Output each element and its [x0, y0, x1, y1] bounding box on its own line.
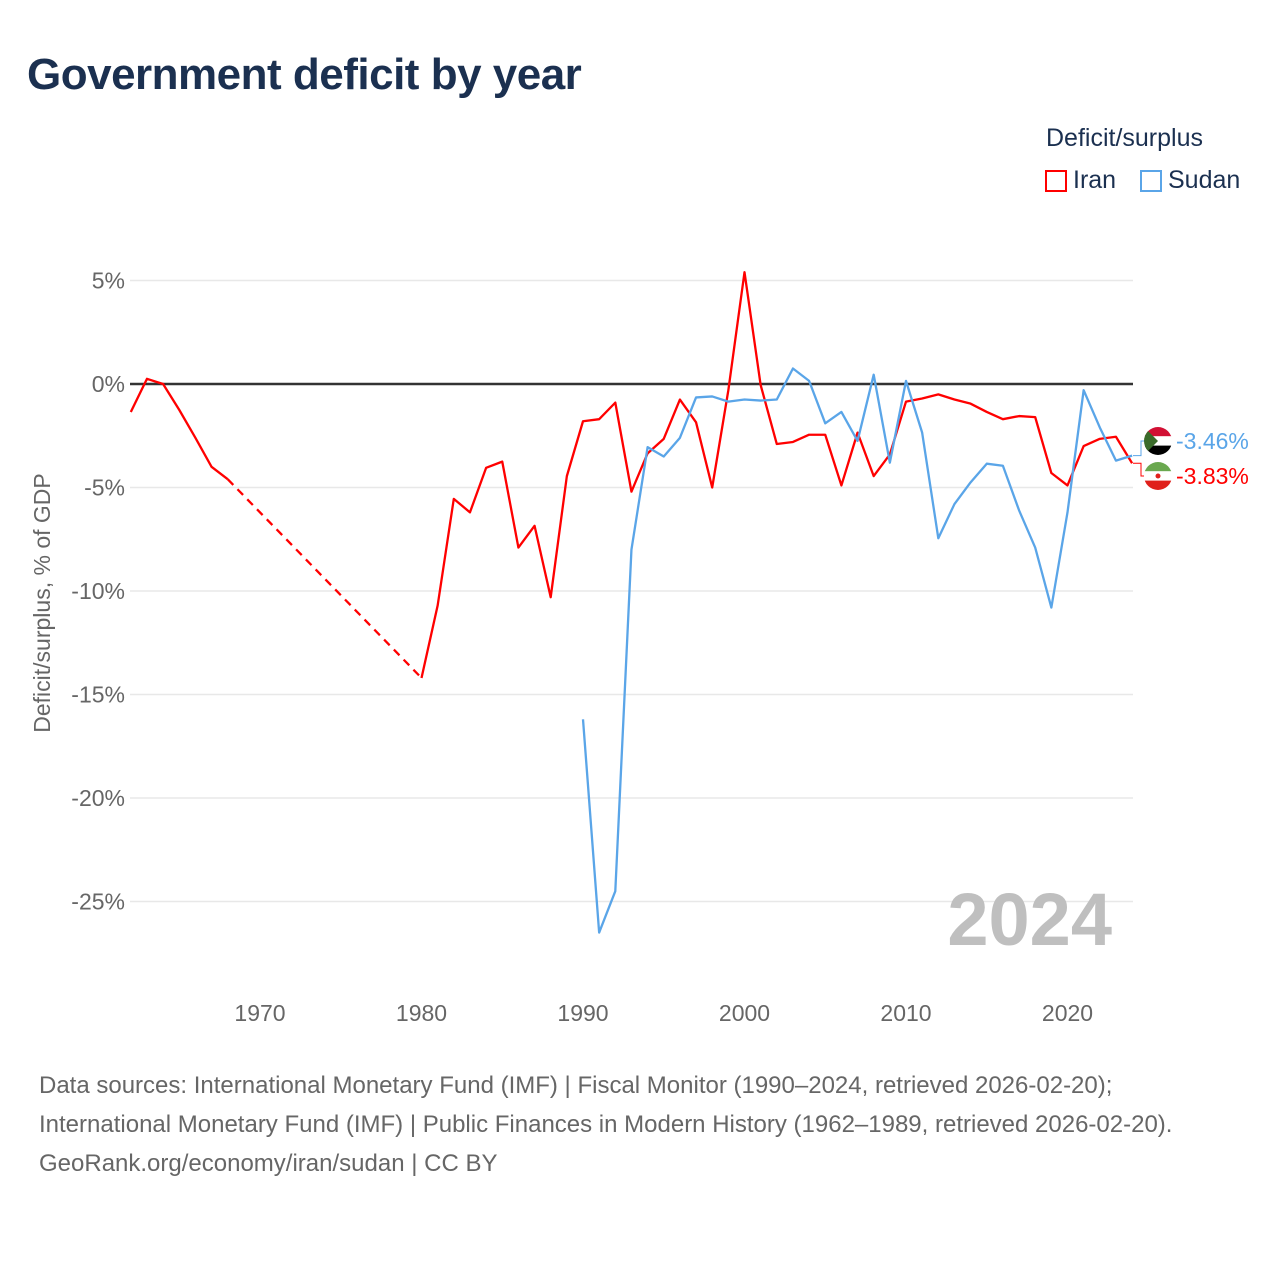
flag-sudan-icon [1144, 427, 1172, 455]
x-tick-label: 1990 [557, 1000, 608, 1026]
y-tick-label: 5% [92, 268, 125, 294]
flag-triangle [1144, 427, 1158, 455]
legend-item-iran[interactable]: Iran [1045, 166, 1116, 195]
legend-title: Deficit/surplus [1046, 124, 1203, 152]
series-line-sudan [581, 367, 1133, 934]
data-sources: Data sources: International Monetary Fun… [39, 1072, 1173, 1138]
y-tick-label: -10% [71, 578, 125, 604]
end-connector-iran [1133, 462, 1145, 477]
flag-stripe [1144, 427, 1172, 437]
legend-item-sudan[interactable]: Sudan [1140, 166, 1240, 195]
y-tick-label: -5% [84, 475, 125, 501]
legend-label-iran: Iran [1073, 166, 1117, 194]
x-tick-label: 1970 [234, 1000, 285, 1026]
attribution-link[interactable]: GeoRank.org/economy/iran/sudan | CC BY [39, 1150, 498, 1177]
legend-swatch-sudan [1140, 169, 1162, 192]
x-tick-label: 1980 [396, 1000, 447, 1026]
y-tick-label: -20% [71, 785, 125, 811]
flag-emblem [1155, 473, 1161, 479]
y-axis-label: Deficit/surplus, % of GDP [29, 473, 55, 732]
x-tick-label: 2010 [880, 1000, 931, 1026]
year-watermark: 2024 [947, 878, 1112, 961]
line-chart: 5% 0% -5% -10% -15% -20% -25% 1970 1980 1990 2000 2… [29, 268, 1249, 1027]
flag-stripe [1144, 445, 1172, 455]
flag-iran-icon [1144, 462, 1172, 490]
x-tick-label: 2000 [719, 1000, 770, 1026]
flag-stripe [1144, 462, 1172, 472]
footer: Data sources: International Monetary Fun… [39, 1066, 1239, 1183]
x-tick-label: 2020 [1042, 1000, 1093, 1026]
series-line-iran [129, 377, 229, 481]
series-gap-iran [226, 478, 423, 679]
legend-label-sudan: Sudan [1168, 166, 1241, 194]
end-label-iran: -3.83% [1176, 463, 1249, 489]
end-label-sudan: -3.46% [1176, 428, 1249, 454]
series-line-iran [420, 271, 1134, 679]
y-tick-label: -25% [71, 889, 125, 915]
legend-swatch-iran [1045, 169, 1067, 192]
y-tick-label: -15% [71, 682, 125, 708]
chart-title: Government deficit by year [27, 50, 582, 99]
flag-stripe [1144, 480, 1172, 490]
flag-stripe [1144, 436, 1172, 446]
y-tick-label: 0% [92, 371, 125, 397]
end-connector-sudan [1133, 440, 1145, 457]
